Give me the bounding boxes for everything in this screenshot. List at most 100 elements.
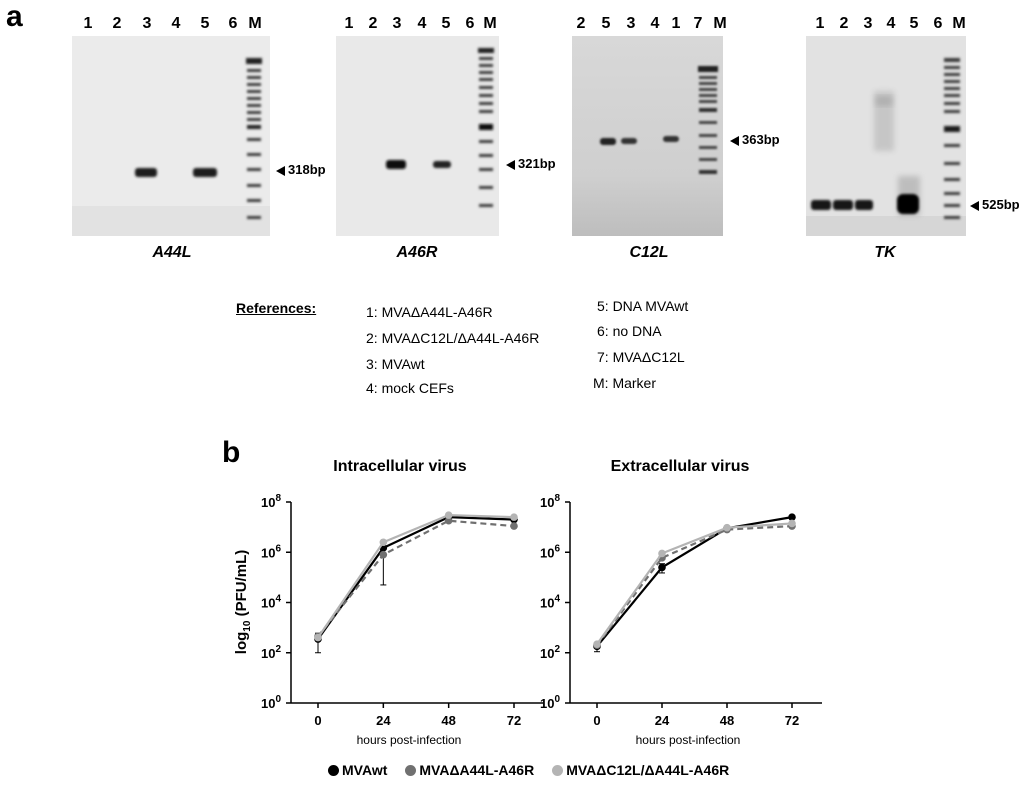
lane-label: 4	[886, 15, 896, 32]
y-tick-label: 102	[540, 644, 560, 661]
data-point	[658, 563, 666, 572]
y-tick-label: 100	[261, 694, 281, 711]
lane-label: 2	[839, 15, 849, 32]
lane-label: 1	[83, 15, 93, 32]
lane-label: 5	[200, 15, 210, 32]
gel-a44l-svg	[72, 36, 270, 236]
lane-label: 1	[344, 15, 354, 32]
data-point	[658, 549, 666, 558]
x-tick-label: 24	[655, 713, 670, 728]
gel-band	[663, 136, 679, 142]
gel-background	[336, 36, 499, 236]
marker-ladder	[246, 58, 262, 219]
gel-band	[621, 138, 637, 144]
gel-image-c12l	[572, 36, 723, 236]
y-tick-label: 104	[540, 594, 560, 611]
lane-label: 5	[909, 15, 919, 32]
size-label: 525bp	[982, 197, 1020, 212]
legend-label: MVAΔC12L/ΔA44L-A46R	[566, 762, 730, 778]
data-point	[444, 511, 453, 519]
data-point	[314, 633, 322, 642]
gel-image-a44l	[72, 36, 270, 236]
reference-item: 3: MVAwt	[366, 356, 425, 372]
y-tick-label: 106	[540, 543, 560, 560]
y-axis-title-text: log10 (PFU/mL)	[233, 550, 253, 654]
size-label: 363bp	[742, 132, 780, 147]
size-label: 318bp	[288, 162, 326, 177]
reference-item: 5: DNA MVAwt	[597, 298, 689, 314]
size-marker-tk: 525bp	[970, 197, 1020, 212]
data-point	[593, 640, 601, 648]
legend-swatch	[328, 764, 339, 776]
y-tick-label: 106	[261, 543, 281, 560]
series-line	[596, 522, 793, 645]
lane-label: 5	[601, 15, 611, 32]
x-tick-label: 72	[785, 713, 799, 728]
arrow-left-icon	[276, 165, 285, 176]
lane-label: 3	[142, 15, 152, 32]
legend-item-mva-a44l-a46r: MVAΔA44L-A46R	[405, 762, 534, 778]
size-label: 321bp	[518, 156, 556, 171]
lane-label: 3	[863, 15, 873, 32]
y-tick-label: 108	[540, 493, 560, 510]
gel-band	[811, 200, 831, 210]
y-tick-label: 104	[261, 594, 281, 611]
gene-label-a46r: A46R	[396, 244, 438, 261]
size-marker-a46r: 321bp	[506, 156, 556, 171]
lane-label: 6	[933, 15, 943, 32]
chart-extracellular: 100 102 104 106 108 0 24 48 72 hours post-infecti…	[540, 493, 822, 747]
x-tick-label: 0	[314, 713, 321, 728]
x-axis-label: hours post-infection	[357, 733, 462, 747]
gel-c12l-svg	[572, 36, 723, 236]
data-point	[379, 538, 388, 547]
size-marker-a44l: 318bp	[276, 162, 326, 177]
lane-label: 1	[671, 15, 681, 32]
panel-b-letter: b	[222, 436, 241, 469]
chart-intracellular: 100 102 104 106 108 0 24 48 72 hours post-infecti…	[261, 493, 543, 747]
series-line	[596, 516, 793, 648]
y-tick-label: 108	[261, 493, 281, 510]
gel-band	[193, 168, 217, 177]
series-line	[317, 516, 515, 640]
legend-item-mva-c12l-a44l-a46r: MVAΔC12L/ΔA44L-A46R	[552, 762, 729, 778]
references-title: References:	[236, 300, 317, 316]
gel-background	[72, 36, 270, 236]
reference-item: 6: no DNA	[597, 323, 662, 339]
gel-band	[135, 168, 157, 177]
data-point	[723, 523, 731, 532]
lane-label: 2	[368, 15, 378, 32]
gene-label-tk: TK	[874, 244, 896, 261]
lane-label: 7	[693, 15, 703, 32]
lane-label: 2	[576, 15, 586, 32]
gel-a46r-svg	[336, 36, 499, 236]
reference-item: 7: MVAΔC12L	[597, 349, 685, 365]
arrow-left-icon	[730, 135, 739, 146]
marker-ladder	[944, 58, 960, 219]
x-tick-label: 0	[593, 713, 600, 728]
legend-label: MVAwt	[342, 762, 388, 778]
gene-label-c12l: C12L	[629, 244, 669, 261]
reference-item: M: Marker	[593, 375, 656, 391]
x-tick-label: 48	[441, 713, 455, 728]
reference-item: 2: MVAΔC12L/ΔA44L-A46R	[366, 330, 540, 346]
y-tick-label: 100	[540, 694, 560, 711]
lane-label: 4	[650, 15, 660, 32]
arrow-left-icon	[970, 200, 979, 211]
lane-label: 6	[228, 15, 238, 32]
gel-band	[897, 194, 919, 214]
y-axis-title: log10 (PFU/mL)	[233, 550, 253, 654]
marker-ladder	[478, 48, 494, 207]
chart-title-intracellular: Intracellular virus	[333, 458, 467, 475]
legend-swatch	[552, 764, 564, 776]
x-tick-label: 24	[376, 713, 391, 728]
gel-band	[855, 200, 873, 210]
legend-label: MVAΔA44L-A46R	[419, 762, 535, 778]
gel-band	[386, 160, 406, 169]
lane-label: 3	[626, 15, 636, 32]
arrow-left-icon	[506, 159, 515, 170]
marker-ladder	[698, 66, 718, 174]
data-point	[510, 522, 518, 530]
gel-band	[600, 138, 616, 145]
reference-item: 4: mock CEFs	[366, 380, 454, 396]
